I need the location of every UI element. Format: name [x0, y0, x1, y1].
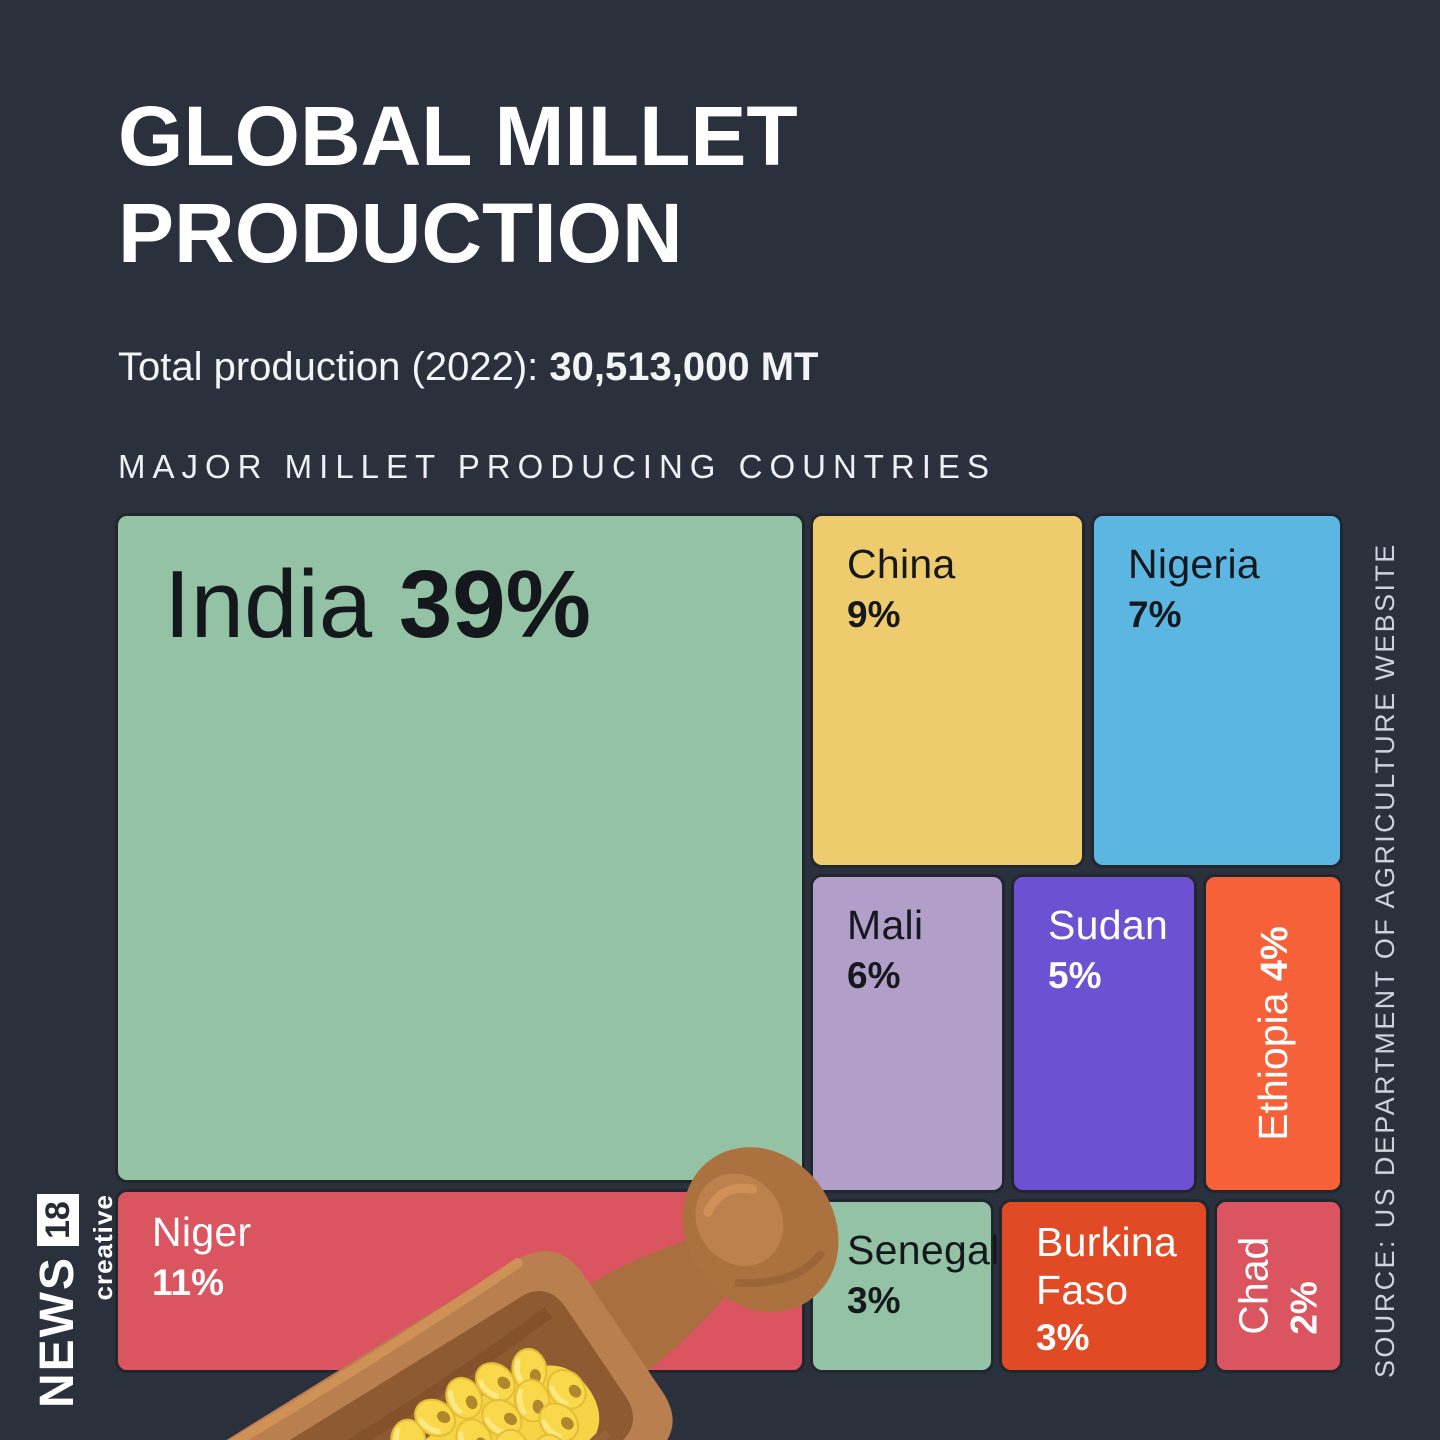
country-share: 3% — [847, 1280, 901, 1322]
cell-label-senegal: Senegal 3% — [813, 1202, 1000, 1322]
vertical-label: Ethiopia 4% — [1250, 926, 1297, 1141]
country-name: Ethiopia — [1249, 992, 1296, 1141]
section-label: MAJOR MILLET PRODUCING COUNTRIES — [118, 447, 996, 485]
country-share: 39% — [398, 551, 591, 658]
treemap-cell-nigeria: Nigeria 7% — [1091, 513, 1343, 868]
cell-label-chad: Chad 2% — [1217, 1202, 1340, 1370]
country-share: 9% — [847, 594, 901, 636]
country-name: Niger — [152, 1209, 252, 1255]
source-credit: SOURCE: US DEPARTMENT OF AGRICULTURE WEB… — [1370, 542, 1400, 1378]
country-name: Chad — [1230, 1236, 1277, 1335]
treemap-cell-mali: Mali 6% — [810, 874, 1005, 1193]
treemap-cell-senegal: Senegal 3% — [810, 1199, 1000, 1373]
cell-label-ethiopia: Ethiopia 4% — [1206, 877, 1340, 1190]
country-share: 3% — [1036, 1316, 1090, 1358]
treemap-cell-niger: Niger 11% — [115, 1189, 805, 1373]
header: GLOBAL MILLET PRODUCTION Total production… — [118, 88, 996, 486]
cell-label-nigeria: Nigeria 7% — [1094, 516, 1340, 636]
total-production: Total production (2022): 30,513,000 MT — [118, 345, 996, 390]
logo-row: NEWS 18 — [30, 1194, 85, 1408]
country-name: India — [164, 551, 373, 658]
country-share: 4% — [1253, 926, 1296, 982]
cell-label-sudan: Sudan 5% — [1014, 877, 1194, 997]
country-name: Senegal — [847, 1227, 1000, 1273]
cell-label-burkina-faso: Burkina Faso 3% — [1002, 1202, 1206, 1359]
treemap-cell-sudan: Sudan 5% — [1011, 874, 1197, 1193]
cell-label-niger: Niger 11% — [118, 1192, 802, 1304]
logo-creative-text: creative — [88, 1194, 118, 1301]
total-production-value: 30,513,000 MT — [549, 344, 819, 389]
country-name: Mali — [847, 902, 924, 948]
cell-label-india: India 39% — [118, 516, 802, 660]
treemap: India 39% Niger 11% China 9% Nigeria 7% … — [115, 513, 1343, 1440]
title-line-1: GLOBAL MILLET — [118, 89, 798, 183]
country-share: 7% — [1128, 594, 1182, 636]
treemap-cell-burkina-faso: Burkina Faso 3% — [999, 1199, 1209, 1373]
page-title: GLOBAL MILLET PRODUCTION — [118, 88, 996, 283]
total-production-label: Total production (2022): — [118, 344, 539, 389]
country-name: Sudan — [1048, 902, 1169, 948]
country-share: 2% — [1284, 1281, 1326, 1335]
logo-news-text: NEWS — [31, 1256, 84, 1408]
treemap-cell-chad: Chad 2% — [1214, 1199, 1343, 1373]
country-name: Burkina Faso — [1036, 1219, 1178, 1314]
logo-18-badge: 18 — [36, 1194, 79, 1246]
vertical-label: Chad 2% — [1228, 1237, 1329, 1335]
title-line-2: PRODUCTION — [118, 186, 683, 281]
treemap-cell-india: India 39% — [115, 513, 805, 1183]
country-share: 6% — [847, 955, 901, 997]
country-name: Nigeria — [1128, 541, 1260, 587]
treemap-cell-ethiopia: Ethiopia 4% — [1203, 874, 1343, 1193]
cell-label-mali: Mali 6% — [813, 877, 1002, 997]
cell-label-china: China 9% — [813, 516, 1082, 636]
news18-creative-logo: NEWS 18 creative — [30, 1194, 119, 1408]
country-share: 11% — [152, 1262, 225, 1304]
country-share: 5% — [1048, 955, 1102, 997]
country-name: China — [847, 541, 956, 587]
treemap-cell-china: China 9% — [810, 513, 1085, 868]
